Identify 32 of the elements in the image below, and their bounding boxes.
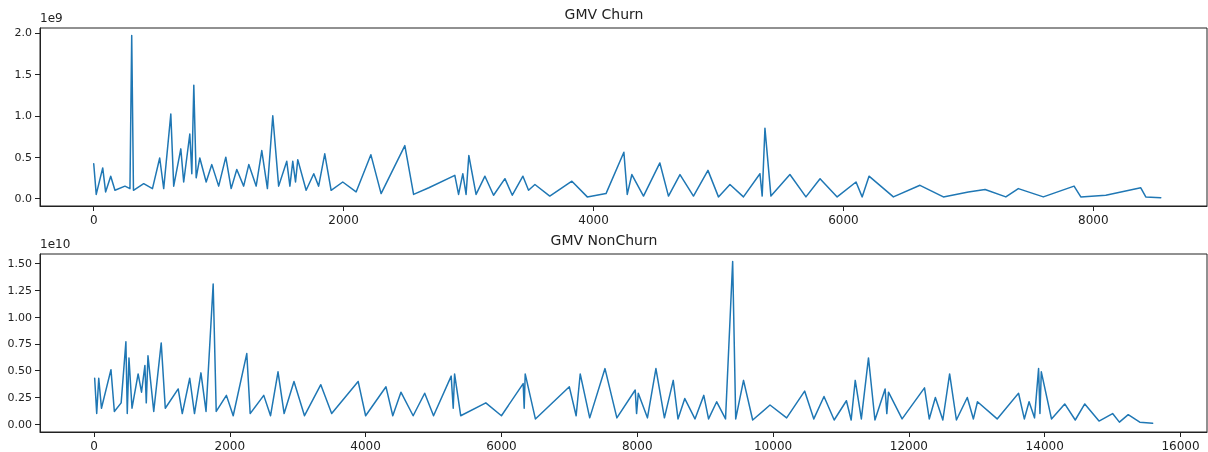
x-tick-label: 8000 xyxy=(1078,213,1109,227)
text: 1e9 xyxy=(40,11,63,25)
y-tick-label: 0.25 xyxy=(7,391,32,405)
line-series xyxy=(93,260,1154,424)
x-tick-label: 6000 xyxy=(828,213,859,227)
y-tick-label: 1.00 xyxy=(7,310,32,324)
y-tick-label: 0.0 xyxy=(14,192,32,206)
y-tick-label: 1.0 xyxy=(14,109,32,123)
line-series xyxy=(92,34,1162,199)
x-tick-label: 12000 xyxy=(889,439,928,452)
x-tick-label: 16000 xyxy=(1161,439,1200,452)
x-tick-label: 10000 xyxy=(753,439,793,452)
x-tick-label: 14000 xyxy=(1025,439,1064,452)
chart-title: GMV NonChurn xyxy=(550,232,658,248)
y-tick-label: 1.25 xyxy=(7,283,32,297)
y-tick-label: 2.0 xyxy=(14,26,32,40)
x-tick-label: 8000 xyxy=(621,439,653,452)
x-tick-label: 6000 xyxy=(486,439,517,452)
x-tick-label: 0 xyxy=(90,439,98,452)
x-tick-label: 0 xyxy=(89,213,98,227)
x-tick-label: 2000 xyxy=(328,213,359,227)
x-tick-label: 4000 xyxy=(350,439,381,452)
chart-title: GMV Churn xyxy=(564,6,644,22)
y-tick-label: 0.50 xyxy=(7,364,32,378)
y-tick-label: 0.00 xyxy=(7,417,32,431)
y-tick-label: 0.75 xyxy=(7,337,32,351)
x-tick-label: 4000 xyxy=(578,213,609,227)
y-tick-label: 1.50 xyxy=(7,257,32,271)
y-tick-label: 1.5 xyxy=(14,67,32,81)
x-tick-label: 2000 xyxy=(214,439,246,452)
y-tick-label: 0.5 xyxy=(14,150,32,164)
text: 1e10 xyxy=(40,237,71,251)
